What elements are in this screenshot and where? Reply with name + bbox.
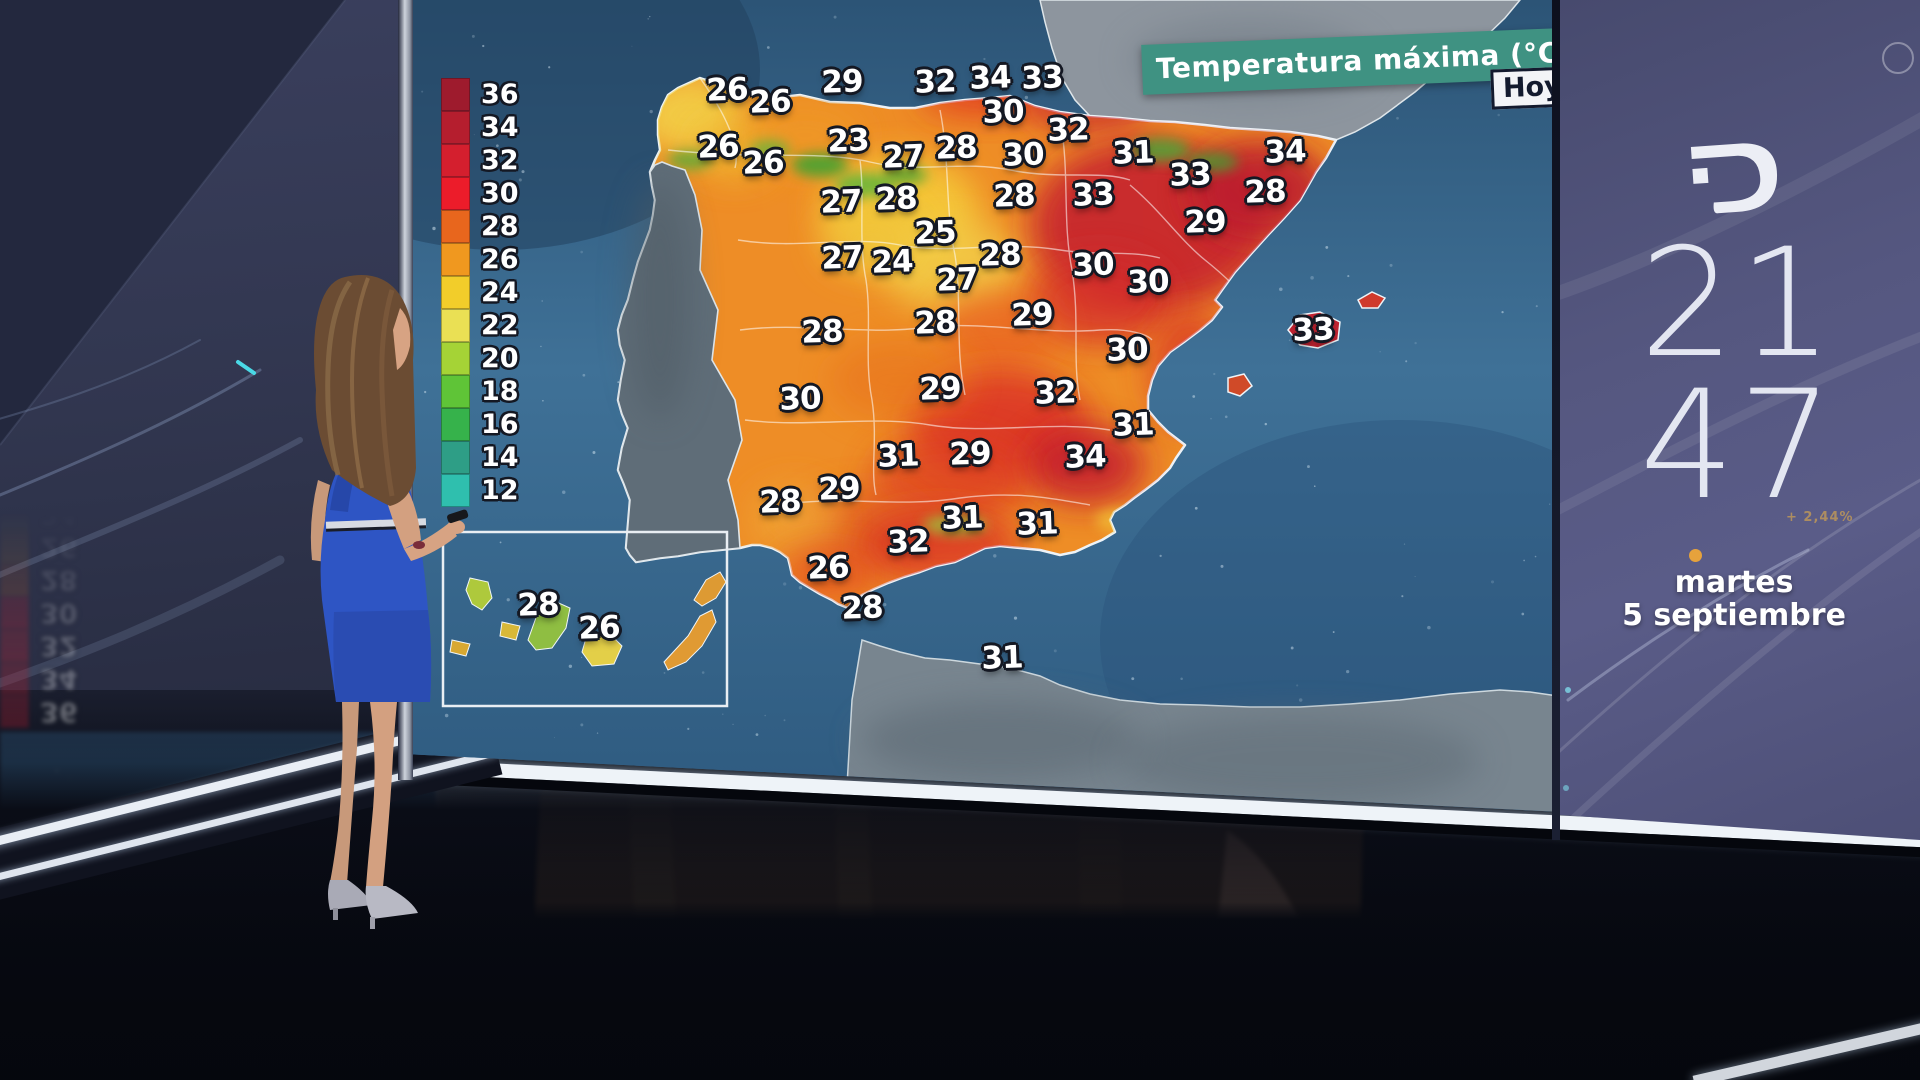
clock-minutes: 47 bbox=[1618, 376, 1858, 516]
broadcaster-d-logo-icon bbox=[1680, 126, 1790, 225]
temp-label: 29 bbox=[1184, 203, 1226, 240]
temp-label: 28 bbox=[993, 177, 1035, 214]
legend-swatch bbox=[441, 177, 470, 210]
legend-row: 30 bbox=[441, 177, 519, 210]
legend-label: 26 bbox=[481, 244, 519, 275]
temp-label: 30 bbox=[1072, 246, 1114, 283]
temp-label: 29 bbox=[949, 435, 991, 472]
legend-label: 34 bbox=[481, 112, 519, 143]
temp-label: 33 bbox=[1169, 156, 1211, 193]
temp-label: 31 bbox=[877, 437, 919, 474]
temp-label: 30 bbox=[779, 380, 821, 417]
temp-label: 32 bbox=[1034, 374, 1076, 411]
temp-label: 28 bbox=[914, 304, 956, 341]
legend-swatch bbox=[441, 111, 470, 144]
legend-label: 20 bbox=[481, 343, 519, 374]
temp-label: 28 bbox=[841, 589, 883, 626]
temp-label: 28 bbox=[935, 129, 977, 166]
date-weekday: martes bbox=[1558, 566, 1910, 599]
temp-label: 34 bbox=[969, 59, 1011, 96]
temp-label: 24 bbox=[871, 243, 913, 280]
legend-row: 34 bbox=[441, 111, 519, 144]
date-block: martes 5 septiembre bbox=[1558, 566, 1910, 632]
temp-label: 33 bbox=[1072, 176, 1114, 213]
temp-label: 27 bbox=[882, 138, 924, 175]
legend-label: 28 bbox=[481, 211, 519, 242]
temp-label: 32 bbox=[914, 63, 956, 100]
temp-label: 30 bbox=[1127, 263, 1169, 300]
legend-row: 36 bbox=[441, 78, 519, 111]
temp-label: 29 bbox=[919, 370, 961, 407]
legend-row: 28 bbox=[441, 210, 519, 243]
weather-map-screen: 2626293234333032262623272830313334332829… bbox=[412, 0, 1558, 820]
temp-label: 32 bbox=[887, 523, 929, 560]
temp-label: 31 bbox=[1112, 134, 1154, 171]
legend-label: 18 bbox=[481, 376, 519, 407]
temp-label: 34 bbox=[1064, 438, 1106, 475]
temp-label: 28 bbox=[759, 483, 801, 520]
screen-panel-seam bbox=[1552, 0, 1560, 840]
weather-presenter bbox=[250, 250, 480, 940]
legend-swatch bbox=[441, 144, 470, 177]
ticker-note: + 2,44% bbox=[1786, 510, 1854, 525]
legend-label: 12 bbox=[481, 475, 519, 506]
temp-label: 28 bbox=[801, 313, 843, 350]
legend-label: 22 bbox=[481, 310, 519, 341]
temp-label: 31 bbox=[1112, 406, 1154, 443]
broadcast-side-panel: 21 47 + 2,44% martes 5 septiembre bbox=[1558, 0, 1920, 840]
temp-label: 26 bbox=[697, 128, 739, 165]
temp-label: 27 bbox=[821, 239, 863, 276]
legend-swatch bbox=[441, 210, 470, 243]
temp-label: 30 bbox=[982, 93, 1024, 130]
temp-label: 29 bbox=[1011, 296, 1053, 333]
legend-swatch bbox=[441, 78, 470, 111]
legend-label: 16 bbox=[481, 409, 519, 440]
temp-label: 32 bbox=[1047, 111, 1089, 148]
temp-label: 28 bbox=[517, 586, 559, 623]
legend-label: 30 bbox=[481, 178, 519, 209]
temp-label: 31 bbox=[1016, 505, 1058, 542]
temp-label: 29 bbox=[821, 63, 863, 100]
temp-label: 33 bbox=[1292, 311, 1334, 348]
temp-label: 28 bbox=[875, 180, 917, 217]
temp-label: 31 bbox=[981, 639, 1023, 676]
temp-label: 28 bbox=[979, 236, 1021, 273]
temp-label: 26 bbox=[742, 144, 784, 181]
legend-label: 24 bbox=[481, 277, 519, 308]
legend-label: 32 bbox=[481, 145, 519, 176]
temp-label: 30 bbox=[1106, 331, 1148, 368]
legend-row: 32 bbox=[441, 144, 519, 177]
temp-label: 31 bbox=[941, 499, 983, 536]
temp-label: 28 bbox=[1244, 173, 1286, 210]
temp-label: 27 bbox=[820, 183, 862, 220]
temp-label: 26 bbox=[749, 83, 791, 120]
temp-label: 30 bbox=[1002, 136, 1044, 173]
temp-label: 27 bbox=[936, 261, 978, 298]
legend-label: 14 bbox=[481, 442, 519, 473]
date-dot-icon bbox=[1689, 549, 1702, 562]
temp-label: 26 bbox=[807, 549, 849, 586]
tv-weather-broadcast: 2626293234333032262623272830313334332829… bbox=[0, 0, 1920, 1080]
temp-label: 25 bbox=[914, 214, 956, 251]
temp-label: 33 bbox=[1021, 59, 1063, 96]
temp-label: 26 bbox=[706, 71, 748, 108]
temp-label: 29 bbox=[818, 470, 860, 507]
date-day-month: 5 septiembre bbox=[1558, 599, 1910, 632]
legend-label: 36 bbox=[481, 79, 519, 110]
temp-label: 26 bbox=[578, 609, 620, 646]
clock-hours: 21 bbox=[1618, 234, 1858, 374]
temp-label: 34 bbox=[1264, 133, 1306, 170]
temp-label: 23 bbox=[827, 122, 869, 159]
